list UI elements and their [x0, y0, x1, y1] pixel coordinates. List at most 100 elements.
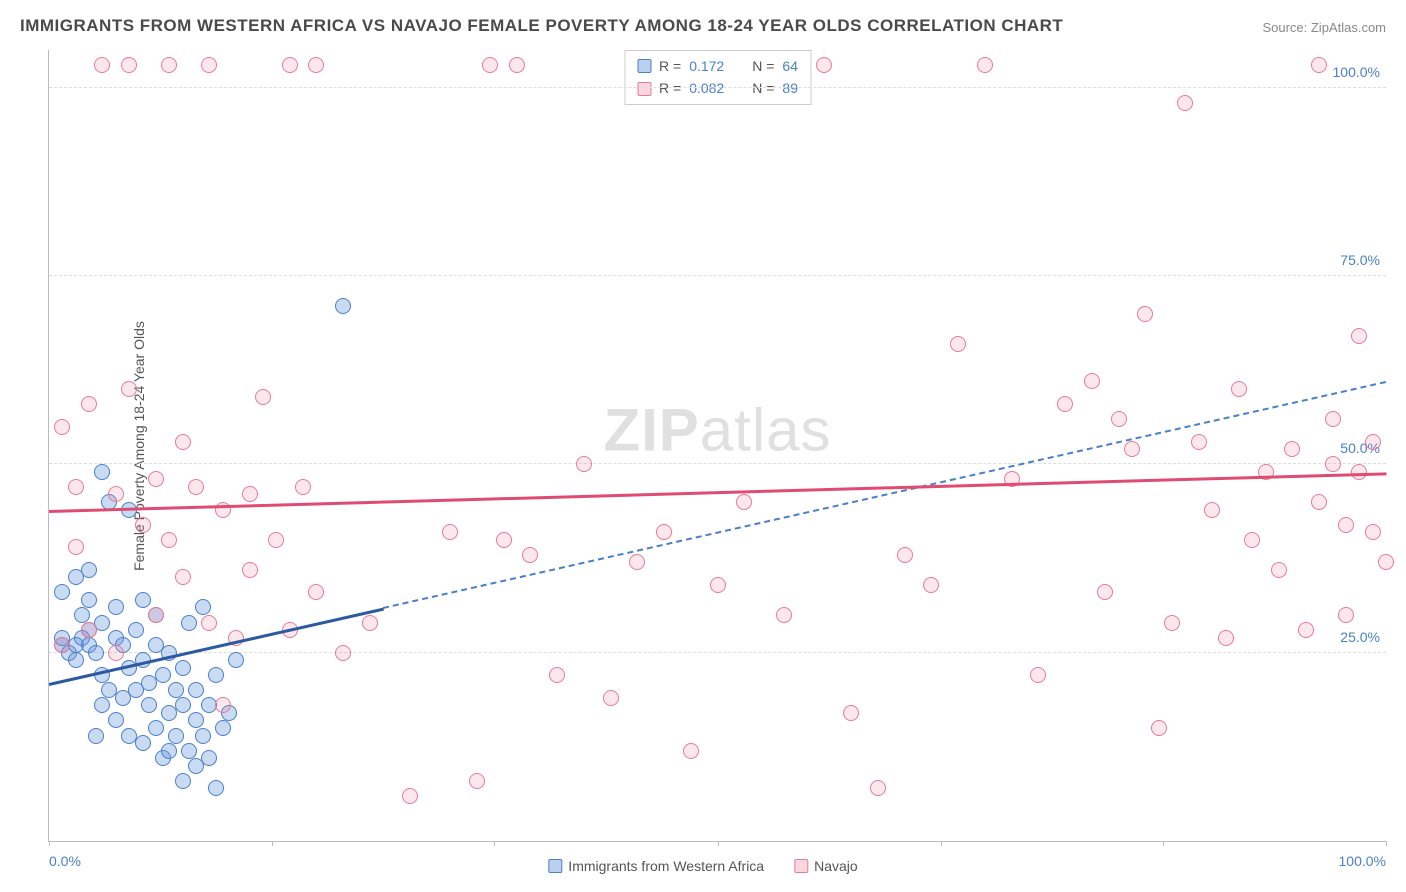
data-point: [121, 57, 137, 73]
watermark: ZIPatlas: [603, 395, 831, 464]
plot-region: ZIPatlas R =0.172N =64R =0.082N =89 25.0…: [48, 50, 1386, 842]
data-point: [161, 743, 177, 759]
data-point: [1365, 434, 1381, 450]
data-point: [776, 607, 792, 623]
data-point: [175, 569, 191, 585]
data-point: [1084, 373, 1100, 389]
data-point: [1378, 554, 1394, 570]
data-point: [1244, 532, 1260, 548]
data-point: [1365, 524, 1381, 540]
data-point: [175, 697, 191, 713]
chart-area: ZIPatlas R =0.172N =64R =0.082N =89 25.0…: [48, 50, 1386, 842]
data-point: [74, 607, 90, 623]
data-point: [54, 419, 70, 435]
data-point: [168, 728, 184, 744]
data-point: [656, 524, 672, 540]
data-point: [1325, 411, 1341, 427]
n-value: 89: [782, 77, 798, 99]
data-point: [208, 667, 224, 683]
data-point: [54, 584, 70, 600]
data-point: [94, 464, 110, 480]
data-point: [148, 471, 164, 487]
data-point: [148, 720, 164, 736]
data-point: [950, 336, 966, 352]
gridline: [49, 87, 1386, 88]
data-point: [923, 577, 939, 593]
data-point: [1351, 464, 1367, 480]
data-point: [282, 57, 298, 73]
data-point: [181, 615, 197, 631]
data-point: [1097, 584, 1113, 600]
data-point: [88, 728, 104, 744]
data-point: [68, 539, 84, 555]
x-tick: [941, 841, 942, 846]
data-point: [442, 524, 458, 540]
data-point: [201, 615, 217, 631]
data-point: [308, 57, 324, 73]
data-point: [1204, 502, 1220, 518]
data-point: [469, 773, 485, 789]
data-point: [362, 615, 378, 631]
data-point: [816, 57, 832, 73]
data-point: [522, 547, 538, 563]
data-point: [155, 667, 171, 683]
data-point: [1191, 434, 1207, 450]
data-point: [268, 532, 284, 548]
data-point: [683, 743, 699, 759]
gridline: [49, 463, 1386, 464]
data-point: [181, 743, 197, 759]
legend-swatch: [637, 59, 651, 73]
data-point: [88, 645, 104, 661]
data-point: [295, 479, 311, 495]
data-point: [482, 57, 498, 73]
gridline: [49, 652, 1386, 653]
data-point: [168, 682, 184, 698]
legend-row: R =0.082N =89: [637, 77, 798, 99]
data-point: [94, 57, 110, 73]
x-tick: [1163, 841, 1164, 846]
legend-swatch: [794, 859, 808, 873]
data-point: [161, 57, 177, 73]
r-label: R =: [659, 77, 681, 99]
y-tick-label: 25.0%: [1340, 629, 1380, 645]
data-point: [135, 517, 151, 533]
data-point: [175, 434, 191, 450]
data-point: [736, 494, 752, 510]
data-point: [1218, 630, 1234, 646]
data-point: [1338, 517, 1354, 533]
data-point: [201, 57, 217, 73]
data-point: [195, 728, 211, 744]
r-value: 0.172: [689, 55, 724, 77]
y-tick-label: 100.0%: [1333, 64, 1380, 80]
data-point: [68, 652, 84, 668]
data-point: [1311, 57, 1327, 73]
legend-swatch: [637, 82, 651, 96]
data-point: [576, 456, 592, 472]
data-point: [228, 652, 244, 668]
r-label: R =: [659, 55, 681, 77]
data-point: [1124, 441, 1140, 457]
data-point: [215, 697, 231, 713]
data-point: [1325, 456, 1341, 472]
data-point: [1271, 562, 1287, 578]
data-point: [1338, 607, 1354, 623]
x-tick: [272, 841, 273, 846]
data-point: [81, 592, 97, 608]
x-tick: [1386, 841, 1387, 846]
data-point: [308, 584, 324, 600]
x-tick-label: 100.0%: [1339, 853, 1386, 869]
data-point: [603, 690, 619, 706]
correlation-legend: R =0.172N =64R =0.082N =89: [624, 50, 811, 105]
data-point: [710, 577, 726, 593]
gridline: [49, 275, 1386, 276]
data-point: [335, 298, 351, 314]
data-point: [128, 622, 144, 638]
data-point: [195, 599, 211, 615]
data-point: [977, 57, 993, 73]
data-point: [843, 705, 859, 721]
data-point: [121, 381, 137, 397]
data-point: [1311, 494, 1327, 510]
data-point: [81, 622, 97, 638]
n-label: N =: [752, 55, 774, 77]
data-point: [629, 554, 645, 570]
